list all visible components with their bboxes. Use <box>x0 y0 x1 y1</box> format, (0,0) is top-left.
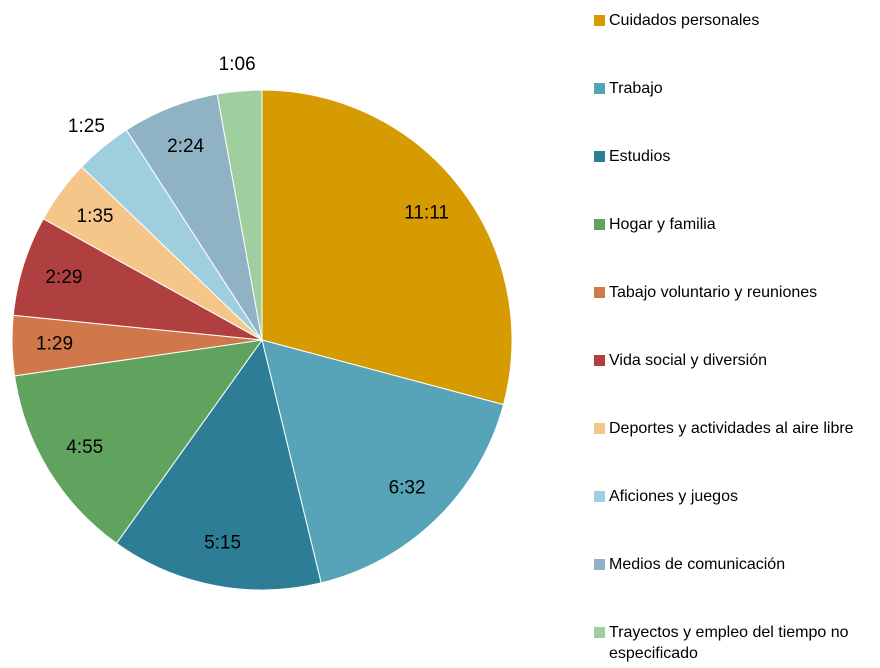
pie-slice <box>216 89 263 341</box>
data-label: 11:11 <box>404 203 449 224</box>
data-label: 4:55 <box>66 437 103 458</box>
legend-label: Cuidados personales <box>609 12 760 29</box>
legend-label: Aficiones y juegos <box>609 488 738 505</box>
legend-item: Aficiones y juegos <box>594 486 874 507</box>
pie-slice <box>115 338 322 591</box>
legend-swatch <box>594 83 605 94</box>
legend-item: Cuidados personales <box>594 10 874 31</box>
legend-label: Trayectos y empleo del tiempo no especif… <box>609 624 849 662</box>
data-label: 5:15 <box>204 533 241 554</box>
legend-swatch <box>594 15 605 26</box>
legend-swatch <box>594 355 605 366</box>
pie-slice <box>261 89 513 406</box>
legend-swatch <box>594 627 605 638</box>
data-label: 1:25 <box>68 116 105 137</box>
legend-swatch <box>594 287 605 298</box>
legend-swatch <box>594 491 605 502</box>
legend-item: Vida social y diversión <box>594 350 874 371</box>
data-label: 2:24 <box>167 136 204 157</box>
legend-item: Trayectos y empleo del tiempo no especif… <box>594 622 874 664</box>
data-label: 1:06 <box>219 54 256 75</box>
legend-swatch <box>594 423 605 434</box>
data-label: 1:29 <box>36 334 73 355</box>
pie-slice <box>261 339 505 584</box>
legend-item: Medios de comunicación <box>594 554 874 575</box>
pie-slice <box>14 339 264 544</box>
legend-label: Medios de comunicación <box>609 556 786 573</box>
legend-item: Estudios <box>594 146 874 167</box>
legend-label: Estudios <box>609 148 671 165</box>
legend-label: Tabajo voluntario y reuniones <box>609 284 818 301</box>
legend-item: Deportes y actividades al aire libre <box>594 418 874 439</box>
data-label: 2:29 <box>45 267 82 288</box>
legend-swatch <box>594 219 605 230</box>
legend-swatch <box>594 559 605 570</box>
data-label: 6:32 <box>389 477 426 498</box>
data-label: 1:35 <box>77 206 114 227</box>
chart: 11:11 6:32 5:15 4:55 1:29 2:29 1:35 1:25 2:24 1:0… <box>11 54 513 591</box>
legend-label: Hogar y familia <box>609 216 716 233</box>
legend-label: Vida social y diversión <box>609 352 768 369</box>
legend-label: Trabajo <box>609 80 663 97</box>
legend-label: Deportes y actividades al aire libre <box>609 420 854 437</box>
legend-item: Hogar y familia <box>594 214 874 235</box>
legend-item: Tabajo voluntario y reuniones <box>594 282 874 303</box>
legend-item: Trabajo <box>594 78 874 99</box>
legend-swatch <box>594 151 605 162</box>
